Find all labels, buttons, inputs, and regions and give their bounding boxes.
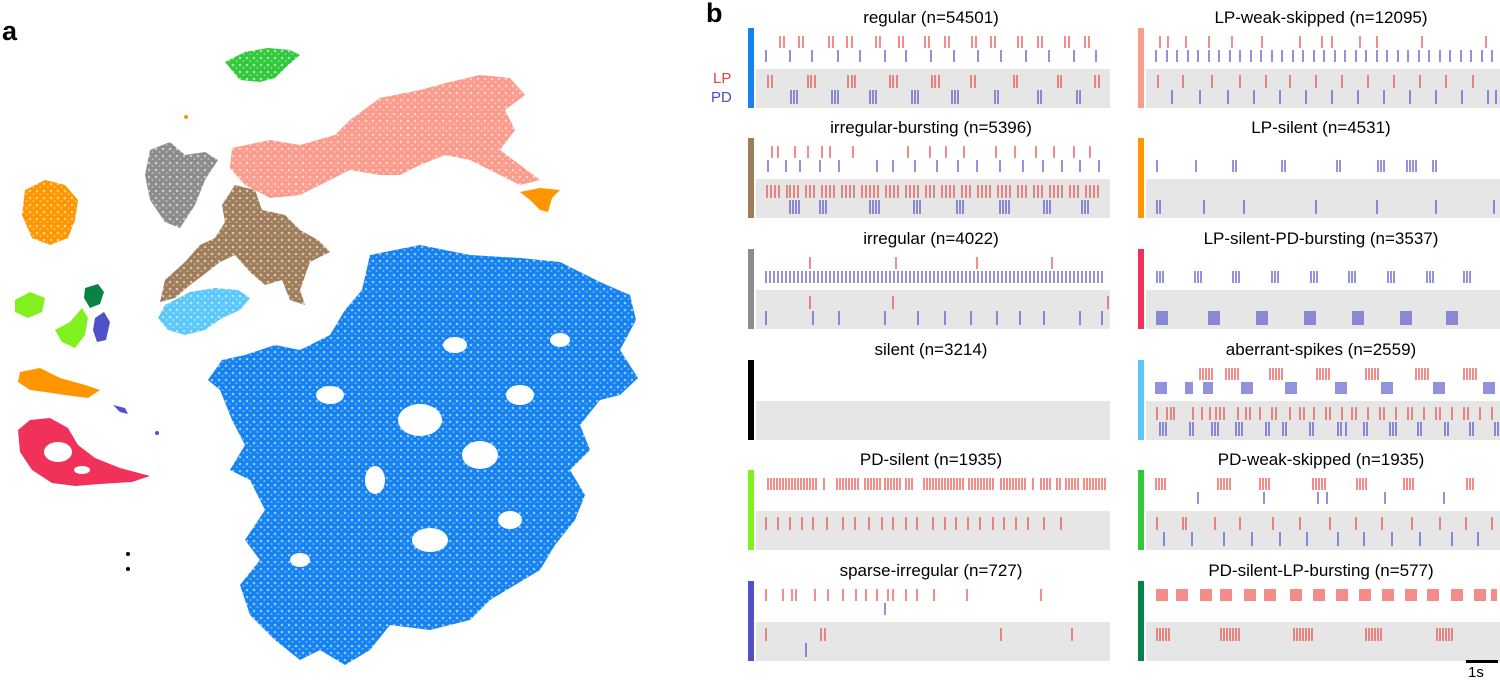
pattern-title: PD-silent-LP-bursting (n=577) [1208, 561, 1434, 580]
pattern-title: LP-weak-skipped (n=12095) [1214, 8, 1428, 27]
pattern-color-bar [748, 581, 754, 661]
pattern-title: LP-silent (n=4531) [1251, 118, 1391, 137]
raster-aberrant-spikes [1138, 360, 1500, 440]
raster-irregular [748, 249, 1110, 329]
raster-background [1146, 401, 1500, 440]
pattern-color-bar [748, 28, 754, 108]
pattern-title: irregular-bursting (n=5396) [830, 118, 1032, 137]
pattern-color-bar [1138, 28, 1144, 108]
cluster-green [225, 48, 300, 82]
pattern-color-bar [1138, 360, 1144, 440]
cluster-lime [15, 292, 88, 348]
cluster-irregular [145, 142, 218, 228]
panel-b-label: b [706, 0, 723, 28]
raster-background [756, 511, 1110, 550]
raster-background [756, 401, 1110, 440]
pattern-color-bar [748, 249, 754, 329]
raster-background [756, 290, 1110, 329]
cluster-light-blue [158, 288, 250, 335]
raster-LP-silent-PD-bursting [1138, 249, 1500, 329]
raster-background [1146, 179, 1500, 218]
tsne-embedding-map [15, 48, 638, 665]
pattern-title: irregular (n=4022) [863, 229, 999, 248]
pattern-color-bar [748, 360, 754, 440]
pattern-color-bar [748, 138, 754, 218]
pattern-color-bar [748, 470, 754, 550]
scale-bar-label: 1s [1468, 664, 1484, 681]
raster-LP-weak-skipped [1138, 28, 1500, 108]
raster-background [1146, 622, 1500, 661]
cluster-orange [18, 115, 560, 398]
pattern-title: LP-silent-PD-bursting (n=3537) [1203, 229, 1439, 248]
raster-irregular-bursting [748, 138, 1110, 218]
raster-regular [748, 28, 1110, 108]
raster-sparse-irregular [748, 581, 1110, 661]
cluster-red [18, 418, 150, 486]
pattern-title: regular (n=54501) [863, 8, 999, 27]
cluster-silent [126, 552, 130, 571]
pattern-title: silent (n=3214) [874, 340, 988, 359]
pattern-color-bar [1138, 138, 1144, 218]
cluster-lp-weak-skipped [230, 75, 540, 198]
pattern-color-bar [1138, 581, 1144, 661]
cluster-indigo [93, 312, 159, 435]
cluster-regular [208, 245, 638, 665]
raster-background [1146, 290, 1500, 329]
raster-silent [748, 360, 1110, 440]
raster-PD-silent [748, 470, 1110, 550]
raster-background [1146, 511, 1500, 550]
raster-background [756, 179, 1110, 218]
panel-a-label: a [2, 16, 18, 46]
pattern-title: sparse-irregular (n=727) [839, 561, 1023, 580]
raster-background [1146, 69, 1500, 108]
raster-background [756, 69, 1110, 108]
pattern-title: PD-silent (n=1935) [859, 450, 1003, 469]
raster-LP-silent [1138, 138, 1500, 218]
cluster-dark-green [84, 284, 104, 308]
legend-pd: PD [711, 89, 732, 106]
legend-lp: LP [713, 70, 732, 87]
pattern-title: aberrant-spikes (n=2559) [1225, 340, 1417, 359]
pattern-color-bar [1138, 470, 1144, 550]
cluster-irregular-bursting [160, 185, 330, 305]
raster-PD-silent-LP-bursting [1138, 581, 1500, 661]
raster-PD-weak-skipped [1138, 470, 1500, 550]
scale-bar [1466, 660, 1498, 663]
pattern-title: PD-weak-skipped (n=1935) [1217, 450, 1425, 469]
raster-background [756, 622, 1110, 661]
pattern-color-bar [1138, 249, 1144, 329]
